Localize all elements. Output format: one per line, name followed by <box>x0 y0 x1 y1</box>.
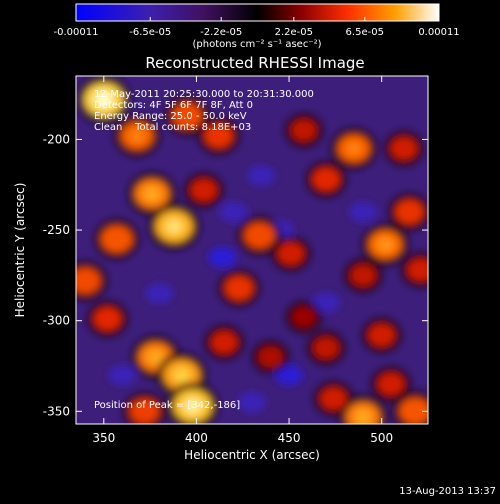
heatmap-source-peak <box>355 409 372 424</box>
heatmap-cold-spot <box>275 365 304 386</box>
x-tick-label: 400 <box>185 431 208 445</box>
chart-title: Reconstructed RHESSI Image <box>145 54 364 72</box>
annotation-peak: Position of Peak = [342,-186] <box>94 400 240 411</box>
heatmap-source <box>210 330 238 354</box>
y-axis-label: Heliocentric Y (arcsec) <box>13 183 27 318</box>
colorbar-tick-label: 0.00011 <box>418 27 459 38</box>
heatmap-source <box>320 387 348 411</box>
colorbar-units: (photons cm⁻² s⁻¹ asec⁻²) <box>192 39 321 50</box>
heatmap-source <box>171 102 203 130</box>
heatmap-source <box>129 398 160 424</box>
heatmap-source <box>368 323 396 347</box>
heatmap-source-peak <box>165 218 183 235</box>
heatmap-source-peak <box>144 186 160 201</box>
annotations: 12-May-2011 20:25:30.000 to 20:31:30.000… <box>94 89 314 411</box>
heatmap-source-peak <box>94 91 113 108</box>
heatmap-source <box>312 167 341 192</box>
heatmap-cold-spot <box>238 392 266 413</box>
heatmap-cold-spot <box>208 247 237 268</box>
heatmap-source <box>313 336 340 359</box>
y-tick-label: -350 <box>43 404 70 418</box>
colorbar-tick-label: -6.5e-05 <box>129 27 171 38</box>
heatmap-source <box>399 397 428 424</box>
annotation-time: 12-May-2011 20:25:30.000 to 20:31:30.000 <box>94 89 314 100</box>
colorbar-tick-label: 6.5e-05 <box>346 27 384 38</box>
heatmap-cold-spot <box>312 292 341 313</box>
plot-frame <box>75 75 429 425</box>
heatmap-source <box>100 225 133 253</box>
heatmap-source-peak <box>147 349 164 364</box>
heatmap-source <box>350 264 377 287</box>
x-axis-label: Heliocentric X (arcsec) <box>184 448 320 462</box>
heatmap-source-peak <box>346 141 362 156</box>
heatmap-source <box>243 222 275 249</box>
colorbar-ticks: -0.00011 -6.5e-05 -2.2e-05 2.2e-05 6.5e-05 0.… <box>54 17 460 38</box>
x-tick-label: 350 <box>92 431 115 445</box>
heatmap-cold-spot <box>219 201 248 222</box>
colorbar-tick-label: 2.2e-05 <box>275 27 313 38</box>
heatmap-source <box>377 372 405 396</box>
annotation-method: Clean Total counts: 8.18E+03 <box>94 122 251 133</box>
heatmap-source <box>190 178 218 202</box>
heatmap-source <box>394 199 424 225</box>
plot-area: 350 400 450 500 -200 -250 -300 -350 <box>43 75 429 445</box>
heatmap-source <box>258 346 284 368</box>
colorbar-tick-label: -2.2e-05 <box>200 27 242 38</box>
heatmap-cold-spot <box>145 283 174 304</box>
heatmap-source <box>407 258 428 282</box>
heatmap-source <box>76 267 101 294</box>
annotation-detectors: Detectors: 4F 5F 6F 7F 8F, Att 0 <box>94 100 253 111</box>
axis-ticks: 350 400 450 500 -200 -250 -300 -350 <box>43 76 428 445</box>
y-tick-label: -300 <box>43 314 70 328</box>
colorbar-tick-label: -0.00011 <box>54 27 99 38</box>
heatmap-cold-spot <box>108 365 137 386</box>
x-tick-label: 450 <box>278 431 301 445</box>
heatmap-source-peak <box>183 398 202 414</box>
footer-date: 13-Aug-2013 13:37 <box>399 486 496 497</box>
heatmap-source-peak <box>173 367 190 383</box>
heatmap-source <box>204 123 234 149</box>
heatmap-source <box>390 137 418 160</box>
heatmap-source <box>93 306 122 331</box>
x-tick-label: 500 <box>370 431 393 445</box>
heatmap-source-peak <box>129 129 145 143</box>
heatmap-source <box>290 119 317 142</box>
heatmap-sources <box>76 76 428 424</box>
y-tick-label: -200 <box>43 132 70 146</box>
heatmap-source <box>277 242 305 266</box>
heatmap-cold-spot <box>247 165 276 186</box>
heatmap-source <box>291 306 316 328</box>
y-tick-label: -250 <box>43 223 70 237</box>
colorbar: -0.00011 -6.5e-05 -2.2e-05 2.2e-05 6.5e-05 0.… <box>54 3 460 50</box>
heatmap-source <box>224 275 254 301</box>
colorbar-bar <box>75 3 440 22</box>
heatmap-cold-spot <box>349 201 378 222</box>
heatmap-source-peak <box>377 237 394 252</box>
annotation-energy: Energy Range: 25.0 - 50.0 keV <box>94 111 247 122</box>
